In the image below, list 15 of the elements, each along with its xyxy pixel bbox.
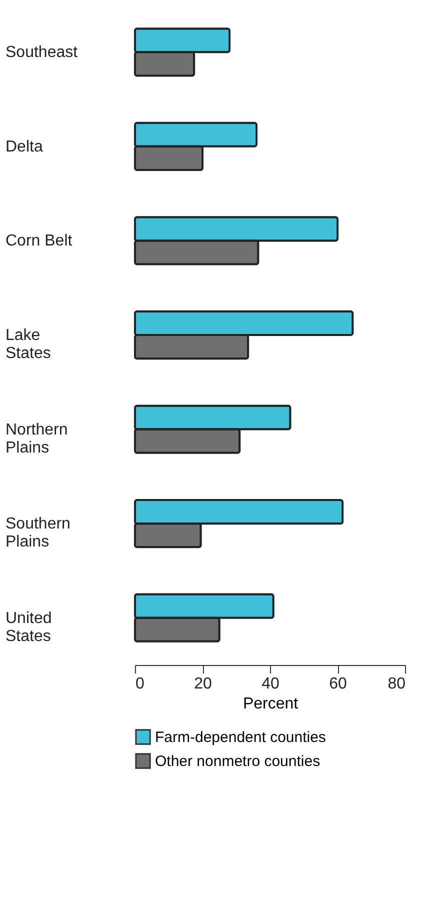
x-tick-label: 60: [329, 676, 347, 692]
y-tick-label: Southern Plains: [6, 516, 70, 551]
y-tick-label: Northern Plains: [6, 421, 68, 456]
y-tick-label: Delta: [6, 138, 43, 156]
x-tick-label: 0: [136, 676, 144, 692]
x-tick-label: 80: [388, 676, 406, 692]
x-axis-title: Percent: [242, 696, 299, 712]
legend-label: Other nonmetro counties: [155, 753, 320, 770]
y-tick-label: Southeast: [6, 44, 78, 62]
y-tick-label: Lake States: [6, 327, 51, 362]
y-tick-label: Corn Belt: [6, 232, 73, 250]
x-tick-label: 40: [262, 676, 280, 692]
legend-label: Farm-dependent counties: [155, 729, 326, 746]
x-tick-label: 20: [194, 676, 212, 692]
y-tick-label: United States: [6, 610, 52, 645]
